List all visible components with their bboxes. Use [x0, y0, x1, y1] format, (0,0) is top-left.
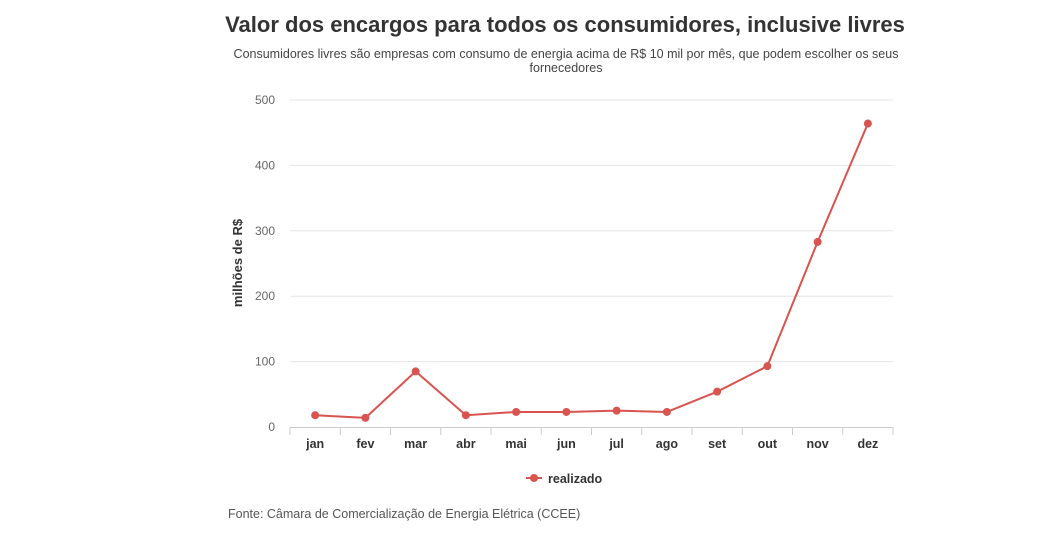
data-point-dez[interactable] [863, 119, 872, 128]
y-tick-label-100: 100 [255, 355, 275, 369]
x-tick-label-fev: fev [356, 437, 374, 451]
y-axis-ticks: 0 100 200 300 400 500 [255, 93, 275, 434]
series-realizado [311, 119, 872, 422]
x-tick-label-jan: jan [305, 437, 324, 451]
y-tick-label-0: 0 [268, 420, 275, 434]
legend[interactable]: realizado [526, 472, 603, 486]
source-note: Fonte: Câmara de Comercialização de Ener… [228, 507, 581, 521]
data-point-abr[interactable] [461, 411, 470, 420]
y-tick-label-200: 200 [255, 289, 275, 303]
data-point-set[interactable] [713, 387, 722, 396]
y-tick-label-300: 300 [255, 224, 275, 238]
data-point-jul[interactable] [612, 406, 621, 415]
x-tick-label-mai: mai [505, 437, 527, 451]
series-line-realizado [315, 123, 869, 419]
data-point-mai[interactable] [512, 407, 521, 416]
x-tick-label-mar: mar [404, 437, 427, 451]
x-tick-label-jun: jun [556, 437, 576, 451]
gridlines [290, 99, 893, 363]
x-axis: jan fev mar abr mai jun jul ago set out nov dez [289, 427, 894, 451]
x-tick-label-dez: dez [857, 437, 878, 451]
y-axis-label: milhões de R$ [230, 218, 245, 307]
data-point-jun[interactable] [562, 407, 571, 416]
y-tick-label-400: 400 [255, 158, 275, 172]
legend-label-realizado[interactable]: realizado [548, 472, 603, 486]
x-tick-label-nov: nov [807, 437, 829, 451]
x-tick-label-out: out [758, 437, 778, 451]
data-point-ago[interactable] [662, 407, 671, 416]
data-point-nov[interactable] [813, 237, 822, 246]
x-tick-label-set: set [708, 437, 727, 451]
data-point-mar[interactable] [411, 367, 420, 376]
data-point-out[interactable] [763, 362, 772, 371]
chart-subtitle: Consumidores livres são empresas com con… [233, 47, 899, 75]
y-tick-label-500: 500 [255, 93, 275, 107]
legend-marker-realizado [530, 474, 538, 482]
data-point-jan[interactable] [311, 411, 320, 420]
x-tick-label-ago: ago [656, 437, 679, 451]
x-tick-label-jul: jul [608, 437, 624, 451]
data-point-fev[interactable] [361, 413, 370, 422]
x-tick-label-abr: abr [456, 437, 476, 451]
chart-title: Valor dos encargos para todos os consumi… [225, 12, 905, 37]
